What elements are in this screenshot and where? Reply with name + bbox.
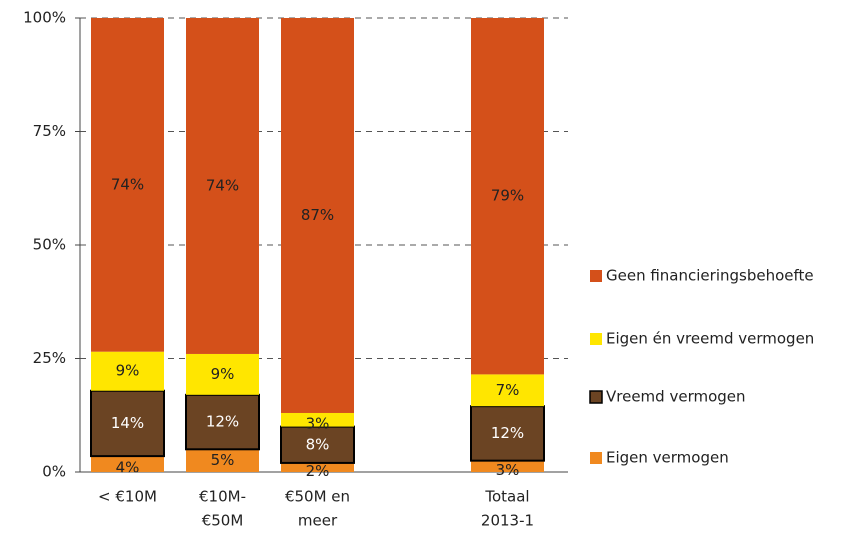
legend-swatch <box>589 390 603 404</box>
data-label: 3% <box>306 414 330 432</box>
bar-segment <box>471 460 544 472</box>
data-label: 9% <box>116 362 140 380</box>
bar-segment <box>471 18 544 375</box>
x-tick-label: €50M en <box>285 488 350 506</box>
data-label: 8% <box>306 435 330 453</box>
bar-segment <box>185 393 260 451</box>
legend-label: Eigen vermogen <box>606 449 729 467</box>
bar-segment <box>90 389 165 458</box>
data-label: 3% <box>496 461 520 479</box>
legend-label: Eigen én vreemd vermogen <box>606 330 814 348</box>
bar-segment <box>91 18 164 352</box>
data-label: 87% <box>301 206 334 224</box>
x-tick-label: Totaal <box>484 488 529 506</box>
data-label: 9% <box>211 365 235 383</box>
x-tick-label: < €10M <box>98 488 157 506</box>
x-tick-label: €10M- <box>199 488 246 506</box>
data-label: 12% <box>206 413 239 431</box>
y-tick-label: 75% <box>33 122 66 140</box>
y-tick-label: 50% <box>33 236 66 254</box>
bar-segment <box>471 374 544 407</box>
bar-segment <box>281 462 354 472</box>
x-tick-label: meer <box>298 512 338 530</box>
y-tick-label: 100% <box>23 9 66 27</box>
data-label: 4% <box>116 459 140 477</box>
data-label: 2% <box>306 462 330 480</box>
bar-segment <box>186 18 259 354</box>
bar-segment <box>186 353 259 395</box>
bar-segment <box>281 18 354 413</box>
legend-label: Vreemd vermogen <box>606 388 746 406</box>
bar-segment <box>91 456 164 472</box>
data-label: 74% <box>111 175 144 193</box>
bar-segment <box>186 449 259 472</box>
y-tick-label: 25% <box>33 349 66 367</box>
data-label: 7% <box>496 381 520 399</box>
data-label: 12% <box>491 424 524 442</box>
bar-segment <box>91 351 164 391</box>
bar-segment <box>470 405 545 462</box>
data-label: 5% <box>211 451 235 469</box>
legend-swatch <box>590 333 602 345</box>
data-label: 79% <box>491 187 524 205</box>
legend-swatch <box>590 270 602 282</box>
y-tick-label: 0% <box>42 463 66 481</box>
data-label: 74% <box>206 176 239 194</box>
legend-label: Geen financieringsbehoefte <box>606 267 814 285</box>
bar-segment <box>281 412 354 427</box>
x-tick-label: €50M <box>202 512 244 530</box>
data-label: 14% <box>111 414 144 432</box>
legend-swatch <box>590 452 602 464</box>
x-tick-label: 2013-1 <box>481 512 534 530</box>
